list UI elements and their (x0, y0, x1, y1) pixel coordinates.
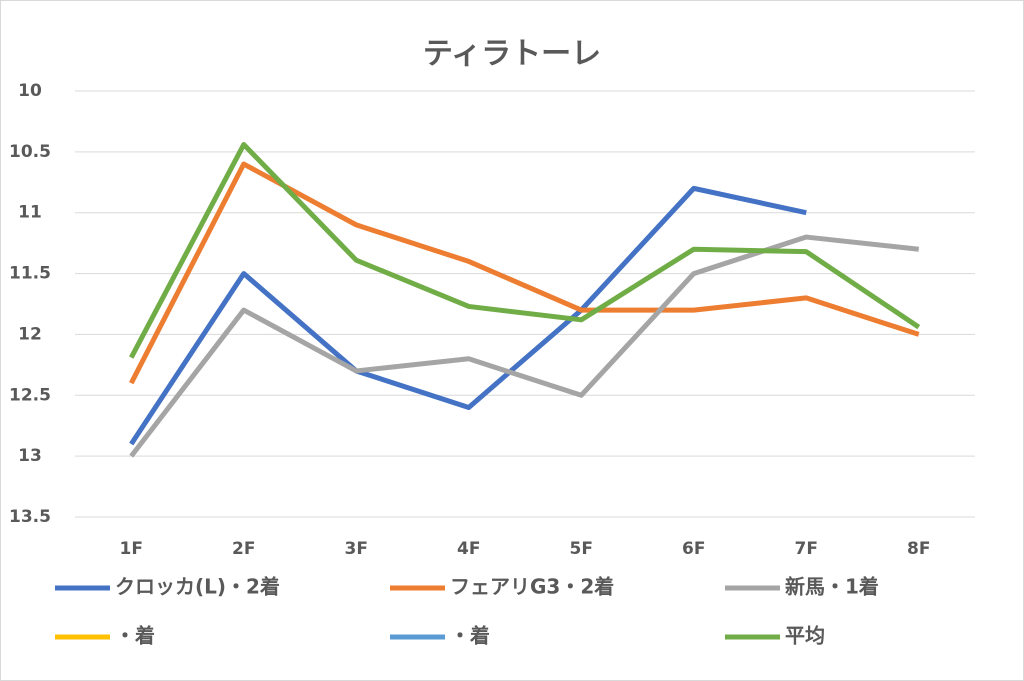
x-tick-label: 1F (120, 539, 143, 559)
y-tick-label: 10.5 (9, 142, 51, 162)
y-tick-label: 12 (18, 324, 42, 344)
x-tick-label: 4F (457, 539, 480, 559)
x-tick-label: 6F (682, 539, 705, 559)
legend-label: 平均 (785, 624, 825, 648)
y-tick-label: 11 (18, 203, 42, 223)
x-tick-label: 3F (345, 539, 368, 559)
y-tick-label: 13.5 (9, 507, 51, 527)
legend-label: フェアリG3・2着 (450, 575, 614, 599)
legend-label: クロッカ(L)・2着 (115, 575, 280, 599)
series-line (129, 161, 920, 385)
legend-label: ・着 (450, 624, 490, 648)
legend-label: 新馬・1着 (785, 575, 879, 599)
y-tick-label: 11.5 (9, 264, 51, 284)
y-tick-label: 12.5 (9, 385, 51, 405)
x-tick-label: 5F (570, 539, 593, 559)
series-line (129, 185, 807, 446)
series-line (129, 234, 920, 458)
x-tick-label: 8F (907, 539, 930, 559)
y-tick-label: 13 (18, 446, 42, 466)
series-line (129, 142, 921, 359)
x-tick-label: 2F (232, 539, 255, 559)
x-tick-label: 7F (795, 539, 818, 559)
legend-label: ・着 (115, 624, 155, 648)
y-tick-label: 10 (18, 81, 42, 101)
chart-title: ティラトーレ (423, 37, 601, 72)
